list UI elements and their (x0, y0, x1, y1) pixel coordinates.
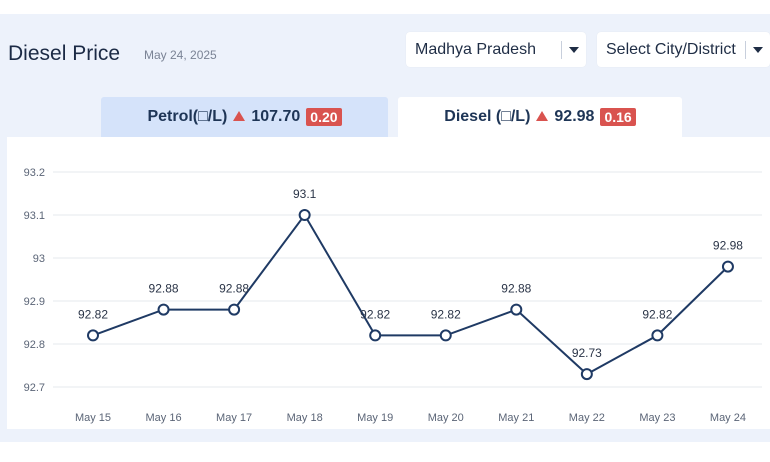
data-point (580, 368, 593, 381)
x-tick-label: May 21 (498, 412, 534, 424)
data-point (721, 260, 734, 273)
select-divider (561, 40, 562, 59)
y-tick-label: 92.8 (24, 339, 45, 351)
chart-panel: 92.7 92.8 92.9 93 93.1 93.2 May 15 May 16 May 17… (7, 137, 770, 429)
tab-petrol-price: 107.70 (251, 108, 301, 125)
data-point (369, 329, 382, 342)
data-label: 92.82 (360, 307, 390, 321)
data-label: 92.82 (78, 307, 108, 321)
data-point (510, 303, 523, 316)
x-tick-label: May 17 (216, 412, 252, 424)
price-widget: Diesel Price May 24, 2025 Madhya Pradesh… (0, 14, 770, 442)
tab-diesel-change-badge: 0.16 (600, 108, 636, 126)
data-point (298, 209, 311, 221)
y-tick-label: 93 (33, 253, 45, 265)
data-point (87, 329, 99, 342)
price-line-chart: 92.7 92.8 92.9 93 93.1 93.2 May 15 May 16 May 17… (24, 167, 762, 424)
data-point (651, 329, 664, 342)
x-tick-label: May 16 (146, 412, 182, 424)
y-tick-label: 92.9 (24, 296, 45, 308)
city-select-value: Select City/District (606, 40, 736, 58)
data-label: 92.88 (501, 282, 531, 296)
data-label: 92.82 (642, 307, 672, 321)
select-divider (745, 40, 746, 59)
state-select-value: Madhya Pradesh (415, 40, 536, 58)
x-tick-label: May 24 (710, 412, 746, 424)
tab-petrol-change-badge: 0.20 (306, 108, 342, 126)
series-line (92, 213, 729, 376)
x-tick-label: May 18 (287, 412, 323, 424)
state-select[interactable]: Madhya Pradesh (406, 32, 586, 67)
data-label: 92.88 (219, 282, 249, 296)
price-up-icon (536, 111, 549, 121)
tab-petrol-label: Petrol(□/L) (147, 108, 228, 125)
data-point (157, 303, 170, 316)
data-label: 92.82 (431, 307, 461, 321)
y-tick-label: 93.2 (24, 167, 45, 179)
x-tick-label: May 15 (75, 412, 111, 424)
x-tick-label: May 20 (428, 412, 464, 424)
tab-diesel[interactable]: Diesel (□/L) 92.98 0.16 (398, 97, 682, 137)
data-label: 92.73 (572, 346, 602, 360)
data-label: 93.1 (293, 187, 317, 201)
chevron-down-icon[interactable] (562, 32, 586, 67)
tab-diesel-label: Diesel (□/L) (444, 108, 531, 125)
data-point (228, 303, 241, 316)
page-title: Diesel Price (8, 42, 121, 65)
x-tick-label: May 19 (357, 412, 393, 424)
price-date: May 24, 2025 (144, 48, 217, 62)
price-up-icon (233, 111, 246, 121)
data-point (439, 329, 452, 342)
chevron-down-icon[interactable] (746, 32, 770, 67)
data-label: 92.98 (713, 239, 743, 253)
y-tick-label: 92.7 (24, 382, 45, 394)
city-select[interactable]: Select City/District (597, 32, 770, 67)
tab-diesel-price: 92.98 (554, 108, 595, 125)
y-tick-label: 93.1 (24, 210, 45, 222)
tab-petrol[interactable]: Petrol(□/L) 107.70 0.20 (101, 97, 388, 137)
x-tick-label: May 22 (569, 412, 605, 424)
data-label: 92.88 (149, 282, 179, 296)
x-tick-label: May 23 (639, 412, 675, 424)
